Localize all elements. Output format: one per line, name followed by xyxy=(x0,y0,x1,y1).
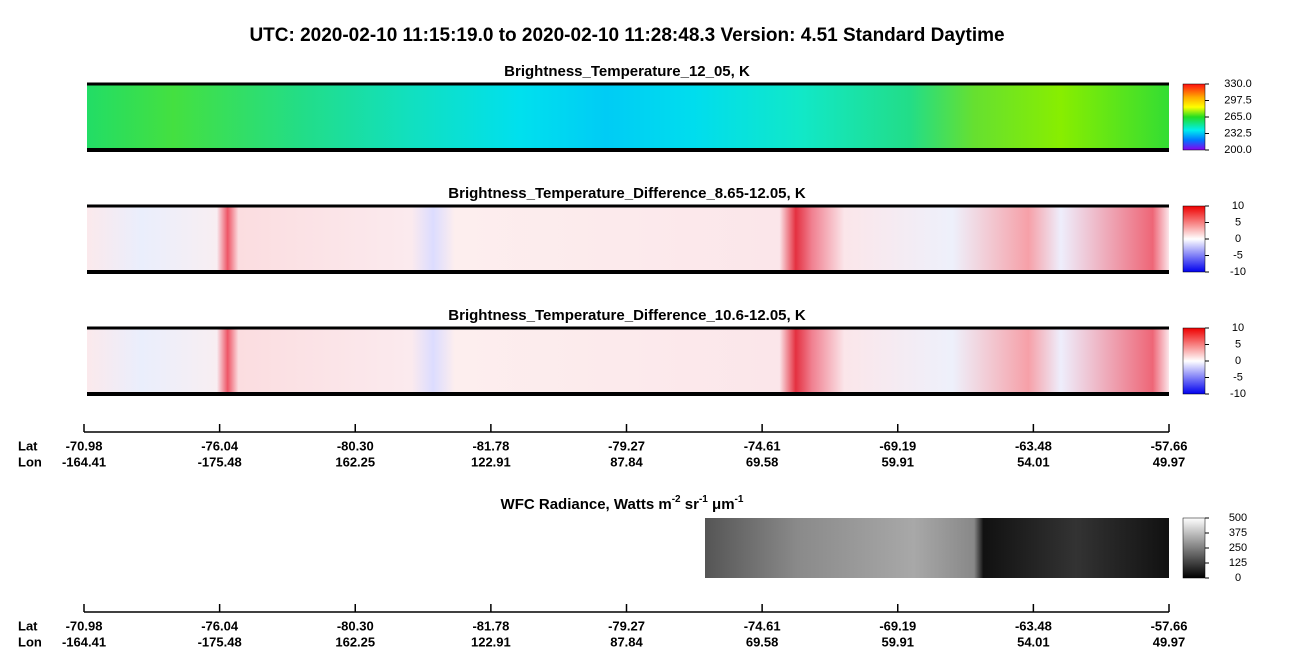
lat-label: Lat xyxy=(18,618,38,633)
lon-value: 87.84 xyxy=(610,454,643,469)
lat-value: -76.04 xyxy=(201,618,239,633)
colorbar-label: 5 xyxy=(1235,338,1241,350)
lat-value: -81.78 xyxy=(472,438,509,453)
colorbar-label: 0 xyxy=(1235,355,1241,367)
lat-value: -79.27 xyxy=(608,618,645,633)
colorbar xyxy=(1182,205,1206,273)
lat-value: -81.78 xyxy=(472,618,509,633)
lon-value: 122.91 xyxy=(471,454,511,469)
colorbar xyxy=(1182,327,1206,395)
lat-value: -63.48 xyxy=(1015,618,1052,633)
colorbar-label: 297.5 xyxy=(1224,94,1252,106)
lon-value: 87.84 xyxy=(610,634,643,649)
lon-value: 49.97 xyxy=(1153,454,1186,469)
panel-title: Brightness_Temperature_Difference_8.65-1… xyxy=(448,185,806,202)
lon-value: 69.58 xyxy=(746,634,779,649)
title-part: μm xyxy=(708,496,735,513)
title-part: -2 xyxy=(672,494,681,505)
panel-title: Brightness_Temperature_Difference_10.6-1… xyxy=(448,307,806,324)
lon-value: 59.91 xyxy=(881,634,914,649)
lon-value: -164.41 xyxy=(62,634,106,649)
image-strip xyxy=(705,518,1169,578)
lon-value: 54.01 xyxy=(1017,634,1050,649)
lat-value: -74.61 xyxy=(744,438,781,453)
lat-value: -69.19 xyxy=(879,438,916,453)
title: UTC: 2020-02-10 11:15:19.0 to 2020-02-10… xyxy=(249,25,1004,46)
lon-value: -164.41 xyxy=(62,454,106,469)
image-strip xyxy=(87,328,1169,394)
colorbar-label: 10 xyxy=(1232,322,1244,334)
colorbar-label: -5 xyxy=(1233,371,1243,383)
image-strip xyxy=(87,206,1169,272)
colorbar-label: 330.0 xyxy=(1224,78,1252,90)
image-strip xyxy=(87,84,1169,150)
title-part: WFC Radiance, Watts m xyxy=(501,496,672,513)
panel-title: WFC Radiance, Watts m-2 sr-1 μm-1 xyxy=(501,494,744,513)
lon-value: 122.91 xyxy=(471,634,511,649)
lat-value: -79.27 xyxy=(608,438,645,453)
panel-title: Brightness_Temperature_12_05, K xyxy=(504,63,750,80)
colorbar-label: 265.0 xyxy=(1224,111,1252,123)
lat-value: -70.98 xyxy=(66,438,103,453)
lat-label: Lat xyxy=(18,438,38,453)
colorbar-label: 5 xyxy=(1235,216,1241,228)
lat-value: -80.30 xyxy=(337,438,374,453)
title-part: sr xyxy=(681,496,700,513)
lon-value: -175.48 xyxy=(198,454,242,469)
title-part: -1 xyxy=(699,494,708,505)
title-part: -1 xyxy=(735,494,744,505)
lat-value: -80.30 xyxy=(337,618,374,633)
colorbar-label: -10 xyxy=(1230,266,1246,278)
lat-value: -57.66 xyxy=(1151,438,1188,453)
colorbar-label: 10 xyxy=(1232,200,1244,212)
lon-value: -175.48 xyxy=(198,634,242,649)
lon-value: 162.25 xyxy=(335,634,375,649)
colorbar-label: 200.0 xyxy=(1224,144,1252,156)
colorbar-label: 232.5 xyxy=(1224,127,1252,139)
colorbar-label: 0 xyxy=(1235,572,1241,584)
colorbar-label: 375 xyxy=(1229,527,1247,539)
lat-value: -70.98 xyxy=(66,618,103,633)
lat-value: -76.04 xyxy=(201,438,239,453)
lon-value: 49.97 xyxy=(1153,634,1186,649)
lon-value: 59.91 xyxy=(881,454,914,469)
lat-value: -69.19 xyxy=(879,618,916,633)
lon-label: Lon xyxy=(18,634,42,649)
lat-value: -74.61 xyxy=(744,618,781,633)
lat-value: -57.66 xyxy=(1151,618,1188,633)
lon-label: Lon xyxy=(18,454,42,469)
lon-value: 162.25 xyxy=(335,454,375,469)
colorbar xyxy=(1182,83,1206,151)
lon-value: 54.01 xyxy=(1017,454,1050,469)
lon-value: 69.58 xyxy=(746,454,779,469)
colorbar xyxy=(1182,517,1206,579)
colorbar-label: 0 xyxy=(1235,233,1241,245)
colorbar-label: 500 xyxy=(1229,512,1247,524)
colorbar-label: 125 xyxy=(1229,557,1247,569)
colorbar-label: -5 xyxy=(1233,249,1243,261)
colorbar-label: -10 xyxy=(1230,388,1246,400)
colorbar-label: 250 xyxy=(1229,542,1247,554)
lat-value: -63.48 xyxy=(1015,438,1052,453)
